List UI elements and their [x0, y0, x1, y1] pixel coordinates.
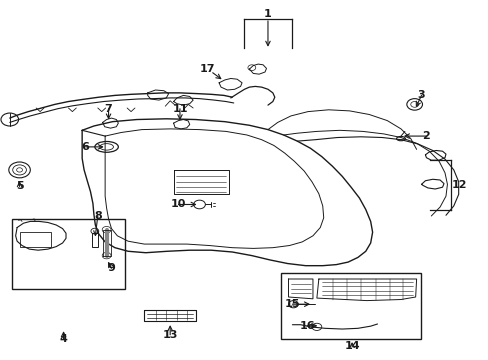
Bar — [20, 232, 51, 247]
Text: 12: 12 — [451, 180, 467, 190]
Bar — [92, 233, 98, 247]
Circle shape — [102, 226, 111, 233]
Text: 6: 6 — [81, 142, 89, 152]
Text: 13: 13 — [162, 330, 178, 340]
Text: 1: 1 — [264, 9, 271, 19]
Text: 14: 14 — [344, 341, 359, 351]
Text: 11: 11 — [172, 104, 187, 114]
Bar — [12, 219, 124, 289]
Text: 5: 5 — [16, 181, 23, 192]
Text: 2: 2 — [422, 131, 429, 141]
Bar — [281, 273, 420, 339]
Text: 15: 15 — [284, 299, 300, 309]
Text: 17: 17 — [200, 64, 215, 74]
Text: 16: 16 — [299, 321, 314, 331]
Text: 4: 4 — [60, 334, 67, 344]
Text: 9: 9 — [107, 263, 115, 273]
Text: 10: 10 — [170, 199, 186, 210]
Text: 8: 8 — [94, 211, 102, 221]
Text: 7: 7 — [104, 104, 112, 114]
Circle shape — [102, 252, 111, 259]
Text: 3: 3 — [417, 90, 425, 100]
